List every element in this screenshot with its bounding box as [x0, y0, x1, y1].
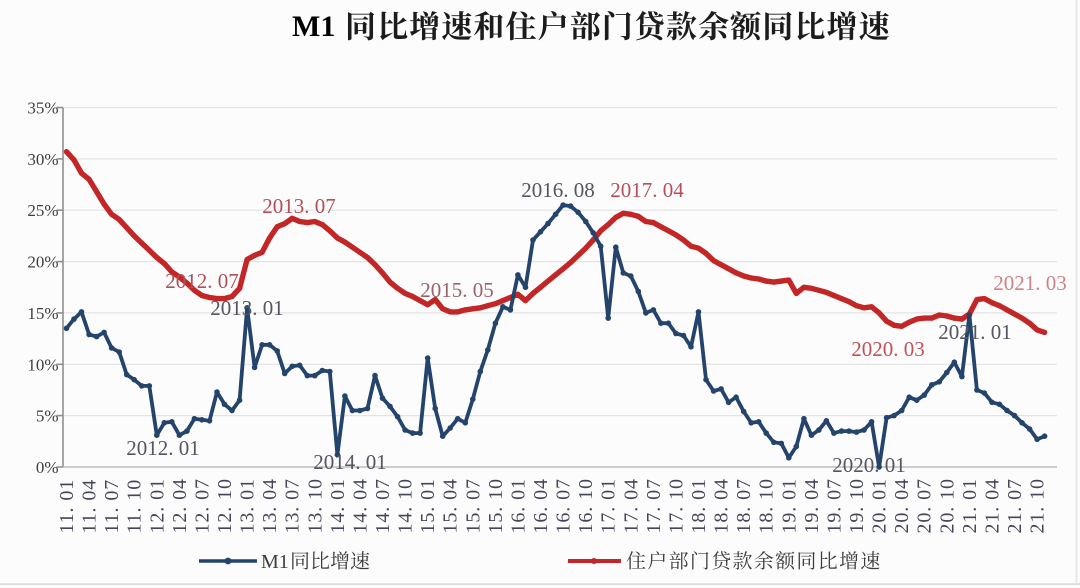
svg-text:20%: 20%	[27, 253, 58, 272]
svg-text:13. 10: 13. 10	[304, 478, 326, 533]
svg-text:14. 10: 14. 10	[395, 478, 417, 533]
svg-text:17. 10: 17. 10	[665, 478, 687, 533]
svg-text:21. 01: 21. 01	[959, 478, 981, 533]
svg-text:16. 04: 16. 04	[530, 478, 552, 533]
svg-text:19. 07: 19. 07	[823, 478, 845, 533]
svg-text:12. 01: 12. 01	[146, 478, 168, 533]
svg-text:18. 04: 18. 04	[711, 478, 733, 533]
svg-text:21. 07: 21. 07	[1004, 478, 1026, 533]
svg-text:10%: 10%	[27, 355, 58, 374]
svg-text:14. 07: 14. 07	[372, 478, 394, 533]
svg-text:13. 07: 13. 07	[282, 478, 304, 533]
svg-text:15. 01: 15. 01	[417, 478, 439, 533]
svg-text:2020. 03: 2020. 03	[851, 337, 925, 361]
svg-text:13. 04: 13. 04	[259, 478, 281, 533]
svg-text:20. 01: 20. 01	[869, 478, 891, 533]
svg-text:35%: 35%	[27, 99, 58, 118]
svg-text:17. 01: 17. 01	[598, 478, 620, 533]
svg-text:16. 07: 16. 07	[553, 478, 575, 533]
svg-text:20. 04: 20. 04	[891, 478, 913, 533]
svg-text:14. 01: 14. 01	[327, 478, 349, 533]
svg-text:2015. 05: 2015. 05	[420, 278, 494, 302]
svg-text:15. 10: 15. 10	[485, 478, 507, 533]
svg-text:11. 01: 11. 01	[56, 479, 78, 534]
svg-text:12. 07: 12. 07	[191, 478, 213, 533]
svg-text:15. 07: 15. 07	[462, 478, 484, 533]
svg-text:2016. 08: 2016. 08	[521, 178, 595, 202]
svg-text:16. 01: 16. 01	[507, 478, 529, 533]
svg-text:20. 10: 20. 10	[936, 478, 958, 533]
svg-text:12. 04: 12. 04	[169, 478, 191, 533]
svg-text:19. 01: 19. 01	[778, 478, 800, 533]
svg-text:19. 10: 19. 10	[846, 478, 868, 533]
svg-text:11. 07: 11. 07	[101, 479, 123, 534]
svg-text:13. 01: 13. 01	[237, 478, 259, 533]
svg-text:0%: 0%	[36, 458, 59, 477]
svg-text:20. 07: 20. 07	[914, 478, 936, 533]
svg-text:21. 10: 21. 10	[1027, 478, 1049, 533]
svg-text:2013. 01: 2013. 01	[210, 296, 284, 320]
svg-text:2012. 07: 2012. 07	[165, 269, 239, 293]
svg-text:17. 07: 17. 07	[643, 478, 665, 533]
svg-text:30%: 30%	[27, 150, 58, 169]
svg-text:2017. 04: 2017. 04	[610, 178, 684, 202]
svg-text:18. 07: 18. 07	[733, 478, 755, 533]
svg-text:2020. 01: 2020. 01	[832, 453, 906, 477]
svg-text:M1: M1	[261, 551, 289, 573]
svg-text:M1: M1	[292, 10, 335, 43]
svg-text:5%: 5%	[36, 407, 59, 426]
svg-text:18. 10: 18. 10	[756, 478, 778, 533]
svg-text:16. 10: 16. 10	[575, 478, 597, 533]
svg-text:11. 04: 11. 04	[79, 479, 101, 534]
svg-text:15. 04: 15. 04	[440, 478, 462, 533]
svg-text:11. 10: 11. 10	[124, 479, 146, 534]
svg-text:15%: 15%	[27, 304, 58, 323]
svg-text:18. 01: 18. 01	[688, 478, 710, 533]
svg-text:2013. 07: 2013. 07	[262, 194, 336, 218]
svg-text:19. 04: 19. 04	[801, 478, 823, 533]
svg-text:12. 10: 12. 10	[214, 478, 236, 533]
svg-text:14. 04: 14. 04	[349, 478, 371, 533]
svg-text:2021. 01: 2021. 01	[938, 320, 1012, 344]
svg-text:25%: 25%	[27, 201, 58, 220]
svg-text:2012. 01: 2012. 01	[126, 436, 200, 460]
svg-text:17. 04: 17. 04	[620, 478, 642, 533]
svg-text:21. 04: 21. 04	[982, 478, 1004, 533]
svg-text:2014. 01: 2014. 01	[313, 450, 387, 474]
svg-text:2021. 03: 2021. 03	[993, 271, 1067, 295]
